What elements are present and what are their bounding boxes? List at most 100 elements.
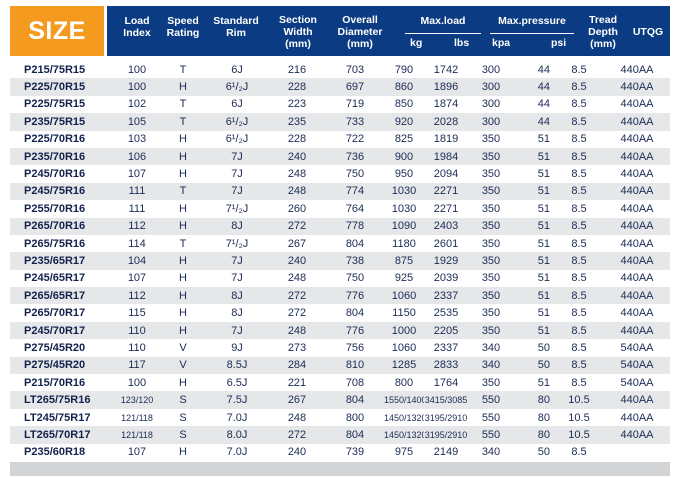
cell-standard-rim: 8.0J bbox=[206, 426, 268, 444]
cell-standard-rim: 7¹/₂J bbox=[206, 234, 268, 253]
cell-max-load-lbs: 2094 bbox=[424, 165, 468, 183]
max-pressure-header: Max.pressure bbox=[498, 15, 566, 27]
cell-section-width: 272 bbox=[268, 287, 326, 305]
cell-tread-depth: 8.5 bbox=[554, 374, 604, 392]
cell-max-load-kg: 790 bbox=[384, 61, 424, 79]
cell-max-pressure-psi: 51 bbox=[514, 374, 554, 392]
cell-tread-depth: 8.5 bbox=[554, 321, 604, 340]
table-row: P255/70R16 111 H 7¹/₂J 260 764 1030 2271 350 51 8.… bbox=[10, 200, 670, 218]
cell-overall-diameter: 708 bbox=[326, 374, 384, 392]
cell-section-width: 260 bbox=[268, 200, 326, 218]
cell-max-load-kg: 1060 bbox=[384, 287, 424, 305]
cell-utqg: 440AA bbox=[604, 304, 670, 322]
cell-section-width: 248 bbox=[268, 182, 326, 201]
table-row: P265/70R17 115 H 8J 272 804 1150 2535 350 51 8.5 44… bbox=[10, 304, 670, 322]
table-row: P225/70R15 100 H 6¹/₂J 228 697 860 1896 300 44 8.5… bbox=[10, 78, 670, 96]
cell-load-index: 111 bbox=[114, 200, 160, 218]
cell-standard-rim: 7J bbox=[206, 269, 268, 288]
cell-standard-rim: 6¹/₂J bbox=[206, 113, 268, 131]
cell-max-load-kg: 1450/1320 bbox=[384, 426, 424, 444]
cell-standard-rim: 9J bbox=[206, 339, 268, 357]
cell-max-load-lbs: 2403 bbox=[424, 217, 468, 235]
cell-utqg: 440AA bbox=[604, 95, 670, 114]
cell-tread-depth: 8.5 bbox=[554, 113, 604, 131]
cell-max-load-lbs: 1896 bbox=[424, 78, 468, 96]
cell-size: P235/75R15 bbox=[10, 113, 114, 131]
tread-depth-header: Tread Depth (mm) bbox=[588, 14, 618, 50]
cell-size: P265/65R17 bbox=[10, 287, 114, 305]
cell-tread-depth: 8.5 bbox=[554, 443, 604, 461]
cell-utqg: 440AA bbox=[604, 61, 670, 79]
table-header: SIZE Load Index Speed Rating Standard Rim S… bbox=[10, 4, 670, 59]
table-row: P215/75R15 100 T 6J 216 703 790 1742 300 44 8.5 440… bbox=[10, 61, 670, 79]
cell-speed-rating: H bbox=[160, 200, 206, 218]
cell-utqg: 440AA bbox=[604, 78, 670, 96]
cell-max-load-lbs: 2205 bbox=[424, 321, 468, 340]
cell-max-load-kg: 800 bbox=[384, 374, 424, 392]
cell-max-load-lbs: 1929 bbox=[424, 252, 468, 270]
cell-overall-diameter: 722 bbox=[326, 130, 384, 148]
cell-max-pressure-psi: 80 bbox=[514, 408, 554, 427]
cell-max-load-lbs: 3195/2910 bbox=[424, 408, 468, 427]
cell-max-load-kg: 975 bbox=[384, 443, 424, 461]
cell-tread-depth: 8.5 bbox=[554, 78, 604, 96]
table-footer-bar bbox=[10, 461, 670, 476]
cell-tread-depth: 8.5 bbox=[554, 287, 604, 305]
cell-load-index: 105 bbox=[114, 113, 160, 131]
table-row: P235/65R17 104 H 7J 240 738 875 1929 350 51 8.5 440… bbox=[10, 252, 670, 270]
max-load-kg-header: kg bbox=[410, 37, 423, 49]
cell-load-index: 117 bbox=[114, 356, 160, 375]
table-row: P265/75R16 114 T 7¹/₂J 267 804 1180 2601 350 51 8.… bbox=[10, 234, 670, 253]
table-row: P235/75R15 105 T 6¹/₂J 235 733 920 2028 300 44 8.5… bbox=[10, 113, 670, 131]
cell-max-load-lbs: 2039 bbox=[424, 269, 468, 288]
cell-size: P275/45R20 bbox=[10, 356, 114, 375]
max-pressure-underline bbox=[490, 33, 574, 34]
cell-overall-diameter: 756 bbox=[326, 339, 384, 357]
cell-speed-rating: H bbox=[160, 321, 206, 340]
cell-max-load-kg: 920 bbox=[384, 113, 424, 131]
cell-standard-rim: 7.0J bbox=[206, 443, 268, 461]
cell-overall-diameter: 739 bbox=[326, 443, 384, 461]
cell-max-load-kg: 1090 bbox=[384, 217, 424, 235]
cell-max-load-lbs: 1742 bbox=[424, 61, 468, 79]
cell-max-load-kg: 925 bbox=[384, 269, 424, 288]
cell-utqg: 540AA bbox=[604, 374, 670, 392]
cell-tread-depth: 8.5 bbox=[554, 339, 604, 357]
cell-tread-depth: 8.5 bbox=[554, 61, 604, 79]
cell-load-index: 115 bbox=[114, 304, 160, 322]
section-width-header: Section Width (mm) bbox=[279, 14, 317, 50]
cell-speed-rating: S bbox=[160, 426, 206, 444]
cell-size: P245/75R16 bbox=[10, 182, 114, 201]
cell-section-width: 272 bbox=[268, 217, 326, 235]
cell-max-load-kg: 1030 bbox=[384, 182, 424, 201]
cell-standard-rim: 6J bbox=[206, 95, 268, 114]
cell-speed-rating: S bbox=[160, 391, 206, 409]
cell-section-width: 248 bbox=[268, 165, 326, 183]
cell-size: P225/70R15 bbox=[10, 78, 114, 96]
cell-standard-rim: 7¹/₂J bbox=[206, 200, 268, 218]
table-row: P265/70R16 112 H 8J 272 778 1090 2403 350 51 8.5 44… bbox=[10, 217, 670, 235]
cell-overall-diameter: 764 bbox=[326, 200, 384, 218]
cell-overall-diameter: 703 bbox=[326, 61, 384, 79]
cell-tread-depth: 8.5 bbox=[554, 234, 604, 253]
cell-max-pressure-psi: 51 bbox=[514, 252, 554, 270]
cell-max-load-kg: 825 bbox=[384, 130, 424, 148]
cell-max-pressure-psi: 51 bbox=[514, 287, 554, 305]
table-row: P235/70R16 106 H 7J 240 736 900 1984 350 51 8.5 440… bbox=[10, 147, 670, 166]
cell-size: LT265/75R16 bbox=[10, 391, 114, 409]
cell-max-pressure-kpa: 350 bbox=[468, 165, 514, 183]
cell-max-load-lbs: 1984 bbox=[424, 147, 468, 166]
cell-max-pressure-psi: 80 bbox=[514, 426, 554, 444]
load-index-header: Load Index bbox=[123, 15, 151, 39]
max-pressure-kpa-header: kpa bbox=[492, 37, 511, 49]
cell-max-load-lbs: 3415/3085 bbox=[424, 391, 468, 409]
cell-utqg: 440AA bbox=[604, 182, 670, 201]
cell-overall-diameter: 776 bbox=[326, 321, 384, 340]
cell-max-load-lbs: 2271 bbox=[424, 182, 468, 201]
cell-max-pressure-kpa: 350 bbox=[468, 182, 514, 201]
cell-max-pressure-psi: 51 bbox=[514, 165, 554, 183]
cell-section-width: 272 bbox=[268, 304, 326, 322]
cell-max-pressure-psi: 50 bbox=[514, 339, 554, 357]
cell-max-pressure-psi: 44 bbox=[514, 78, 554, 96]
cell-overall-diameter: 804 bbox=[326, 304, 384, 322]
